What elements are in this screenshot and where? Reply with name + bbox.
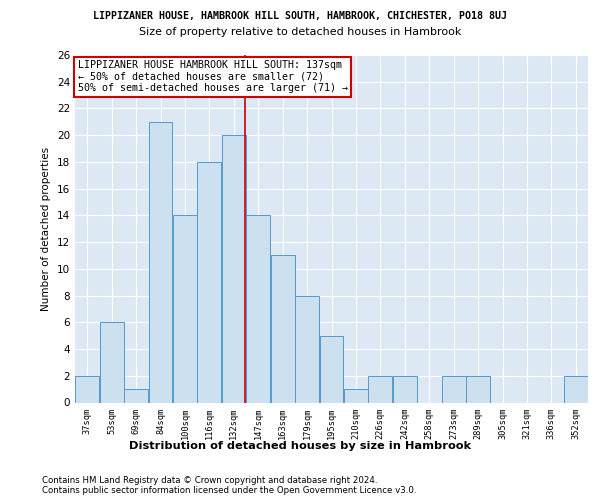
Bar [271, 256, 295, 402]
Bar [124, 389, 148, 402]
Bar [197, 162, 221, 402]
Text: Distribution of detached houses by size in Hambrook: Distribution of detached houses by size … [129, 441, 471, 451]
Bar [173, 216, 197, 402]
Text: Contains HM Land Registry data © Crown copyright and database right 2024.: Contains HM Land Registry data © Crown c… [42, 476, 377, 485]
Bar [344, 389, 368, 402]
Bar [466, 376, 490, 402]
Y-axis label: Number of detached properties: Number of detached properties [41, 146, 52, 311]
Bar [368, 376, 392, 402]
Bar [442, 376, 466, 402]
Bar [393, 376, 417, 402]
Bar [75, 376, 99, 402]
Bar [222, 135, 246, 402]
Bar [246, 216, 270, 402]
Text: Contains public sector information licensed under the Open Government Licence v3: Contains public sector information licen… [42, 486, 416, 495]
Text: Size of property relative to detached houses in Hambrook: Size of property relative to detached ho… [139, 27, 461, 37]
Bar [564, 376, 588, 402]
Bar [149, 122, 172, 402]
Bar [100, 322, 124, 402]
Text: LIPPIZANER HOUSE HAMBROOK HILL SOUTH: 137sqm
← 50% of detached houses are smalle: LIPPIZANER HOUSE HAMBROOK HILL SOUTH: 13… [77, 60, 347, 94]
Bar [320, 336, 343, 402]
Bar [295, 296, 319, 403]
Text: LIPPIZANER HOUSE, HAMBROOK HILL SOUTH, HAMBROOK, CHICHESTER, PO18 8UJ: LIPPIZANER HOUSE, HAMBROOK HILL SOUTH, H… [93, 11, 507, 21]
